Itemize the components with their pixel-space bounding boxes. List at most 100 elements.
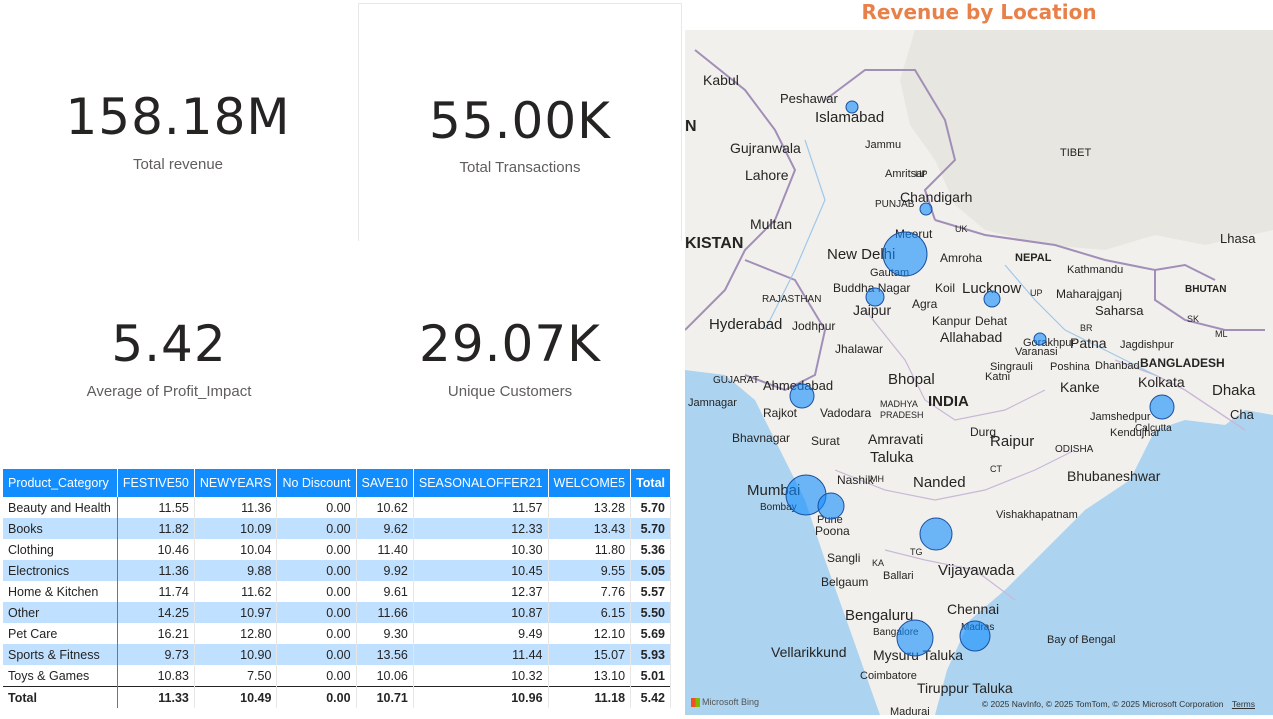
map-label: BANGLADESH (1140, 356, 1225, 370)
map-label: Bangalore (873, 627, 919, 638)
value-cell: 10.62 (356, 497, 414, 518)
value-cell: 0.00 (276, 644, 357, 665)
row-label-cell: Sports & Fitness (3, 644, 118, 665)
table-row[interactable]: Toys & Games 10.83 7.50 0.00 10.06 10.32 13.10… (3, 665, 671, 687)
revenue-map[interactable]: Kabul Peshawar Islamabad Jammu Gujranwala Lah… (684, 30, 1273, 718)
kpi-card-avg-profit-impact[interactable]: 5.42 Average of Profit_Impact (0, 245, 338, 465)
kpi-card-total-transactions[interactable]: 55.00K Total Transactions (358, 3, 682, 241)
value-cell: 10.87 (413, 602, 549, 623)
table-row[interactable]: Electronics 11.36 9.88 0.00 9.92 10.45 9.55 5.0… (3, 560, 671, 581)
row-label-cell: Electronics (3, 560, 118, 581)
map-label: Chandigarh (900, 189, 972, 205)
location-bubble[interactable] (789, 383, 815, 409)
column-header[interactable]: SAVE10 (356, 469, 414, 497)
table-row[interactable]: Sports & Fitness 9.73 10.90 0.00 13.56 11.44 1… (3, 644, 671, 665)
value-cell: 11.62 (194, 581, 278, 602)
map-label: Vijayawada (938, 562, 1015, 579)
map-label: Maharajganj (1056, 287, 1122, 301)
column-header[interactable]: FESTIVE50 (117, 469, 195, 497)
column-header[interactable]: SEASONALOFFER21 (413, 469, 549, 497)
location-bubble[interactable] (959, 620, 991, 652)
value-cell: 10.46 (117, 539, 195, 560)
location-bubble[interactable] (919, 202, 933, 216)
value-cell: 9.49 (413, 623, 549, 644)
location-bubble[interactable] (919, 517, 953, 551)
map-label: Cha (1230, 407, 1255, 422)
location-bubble[interactable] (896, 619, 934, 657)
matrix-visual[interactable]: Product_Category FESTIVE50 NEWYEARS No D… (3, 469, 671, 708)
map-label: ODISHA (1055, 444, 1094, 455)
map-label: Lahore (745, 167, 789, 183)
map-label: INDIA (928, 393, 969, 410)
map-label: Nanded (913, 474, 966, 491)
map-label: HP (915, 169, 928, 179)
map-label: Poshina (1050, 361, 1091, 373)
total-value-cell: 5.42 (630, 686, 671, 708)
value-cell: 10.32 (413, 665, 549, 687)
map-label: ML (1215, 329, 1228, 339)
map-label: Katni (985, 371, 1010, 383)
location-bubble[interactable] (817, 492, 845, 520)
table-row[interactable]: Books 11.82 10.09 0.00 9.62 12.33 13.43 5.70 (3, 518, 671, 539)
table-row[interactable]: Beauty and Health 11.55 11.36 0.00 10.62 11.5… (3, 497, 671, 518)
map-label: Buddha Nagar (833, 281, 910, 295)
map-label: Singrauli (990, 361, 1033, 373)
column-header[interactable]: NEWYEARS (194, 469, 278, 497)
total-revenue-label: Total revenue (132, 156, 224, 173)
value-cell: 12.10 (548, 623, 632, 644)
location-bubble[interactable] (1149, 394, 1175, 420)
table-row[interactable]: Home & Kitchen 11.74 11.62 0.00 9.61 12.37 7.7… (3, 581, 671, 602)
value-cell: 0.00 (276, 581, 357, 602)
row-label-cell: Other (3, 602, 118, 623)
column-header[interactable]: Total (630, 469, 671, 497)
total-value-cell: 10.71 (356, 686, 414, 708)
location-bubble[interactable] (865, 287, 885, 307)
map-label: UK (955, 224, 968, 234)
location-bubble[interactable] (1033, 332, 1047, 346)
column-header[interactable]: WELCOME5 (548, 469, 632, 497)
value-cell: 9.61 (356, 581, 414, 602)
map-label: New Delhi (827, 246, 895, 263)
value-cell: 0.00 (276, 560, 357, 581)
table-row[interactable]: Other 14.25 10.97 0.00 11.66 10.87 6.15 5.50 (3, 602, 671, 623)
map-label: Ballari (883, 570, 914, 582)
map-label: Taluka (870, 449, 914, 466)
map-label: Dehat (975, 314, 1008, 328)
map-label: Hyderabad (709, 316, 782, 333)
total-value-cell: 10.96 (413, 686, 549, 708)
location-bubble[interactable] (845, 100, 859, 114)
map-label: SK (1187, 314, 1199, 324)
location-bubble[interactable] (983, 290, 1001, 308)
total-value-cell: 10.49 (194, 686, 278, 708)
value-cell: 5.05 (630, 560, 671, 581)
map-label: Kendujhar (1110, 427, 1160, 439)
total-transactions-label: Total Transactions (459, 159, 581, 176)
kpi-card-total-revenue[interactable]: 158.18M Total revenue (0, 0, 356, 240)
value-cell: 9.92 (356, 560, 414, 581)
map-label: TG (910, 547, 923, 557)
table-row[interactable]: Clothing 10.46 10.04 0.00 11.40 10.30 11.80 5.3… (3, 539, 671, 560)
column-header[interactable]: Product_Category (3, 469, 118, 497)
value-cell: 5.36 (630, 539, 671, 560)
value-cell: 5.57 (630, 581, 671, 602)
terms-link[interactable]: Terms (1231, 699, 1255, 709)
location-bubble[interactable] (882, 231, 928, 277)
map-label: Nashik (837, 473, 875, 487)
column-header[interactable]: No Discount (276, 469, 357, 497)
map-label: Peshawar (780, 91, 838, 106)
value-cell: 13.10 (548, 665, 632, 687)
kpi-card-unique-customers[interactable]: 29.07K Unique Customers (340, 245, 680, 465)
map-label: Dhaka (1212, 382, 1256, 399)
map-label: UP (1030, 288, 1043, 298)
value-cell: 10.45 (413, 560, 549, 581)
map-label: Bhavnagar (732, 431, 790, 445)
border-line (1154, 270, 1265, 331)
map-label: Kolkata (1138, 374, 1185, 390)
map-attribution: © 2025 NavInfo, © 2025 TomTom, © 2025 Mi… (982, 699, 1255, 709)
bing-logo: Microsoft Bing (691, 697, 759, 707)
value-cell: 13.43 (548, 518, 632, 539)
map-label: Jamnagar (688, 397, 737, 409)
map-label: Patna (1070, 335, 1107, 351)
value-cell: 11.55 (117, 497, 195, 518)
table-row[interactable]: Pet Care 16.21 12.80 0.00 9.30 9.49 12.10 5.69 (3, 623, 671, 644)
